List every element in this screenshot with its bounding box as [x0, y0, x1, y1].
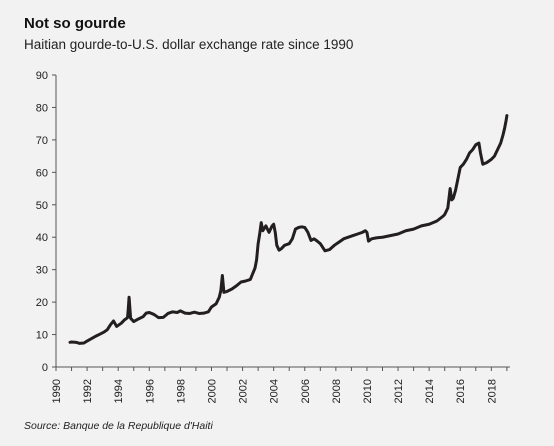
x-tick-label: 1994: [113, 379, 125, 403]
y-tick-label: 30: [36, 265, 48, 277]
y-tick-label: 70: [36, 135, 48, 147]
chart-source: Source: Banque de la Republique d'Haiti: [24, 420, 213, 432]
x-tick-label: 2006: [300, 379, 312, 403]
series-line: [68, 114, 509, 345]
x-tick-label: 2002: [238, 379, 250, 403]
x-tick-label: 2018: [486, 379, 498, 403]
x-tick-label: 2000: [206, 379, 218, 403]
plot-area: [68, 114, 509, 345]
chart-title: Not so gourde: [24, 15, 126, 32]
x-tick-label: 2004: [269, 379, 281, 403]
x-tick-label: 2008: [331, 379, 343, 403]
y-tick-label: 40: [36, 232, 48, 244]
x-tick-label: 1998: [175, 379, 187, 403]
x-tick-label: 2016: [455, 379, 467, 403]
chart-axes: 0 10 20 30 40 50 60 70 80 90 1990 1992 1994 1996 1998 2…: [36, 70, 510, 403]
x-tick-label: 1990: [51, 379, 63, 403]
x-tick-label: 2010: [362, 379, 374, 403]
y-tick-label: 10: [36, 330, 48, 342]
chart-subtitle: Haitian gourde-to-U.S. dollar exchange r…: [24, 37, 354, 52]
x-tick-label: 2012: [393, 379, 405, 403]
y-tick-label: 80: [36, 102, 48, 114]
y-tick-label: 20: [36, 297, 48, 309]
y-tick-label: 60: [36, 167, 48, 179]
x-tick-label: 2014: [424, 379, 436, 403]
x-tick-label: 1992: [82, 379, 94, 403]
y-tick-label: 90: [36, 70, 48, 82]
y-tick-label: 0: [42, 362, 48, 374]
y-tick-label: 50: [36, 200, 48, 212]
x-tick-label: 1996: [144, 379, 156, 403]
